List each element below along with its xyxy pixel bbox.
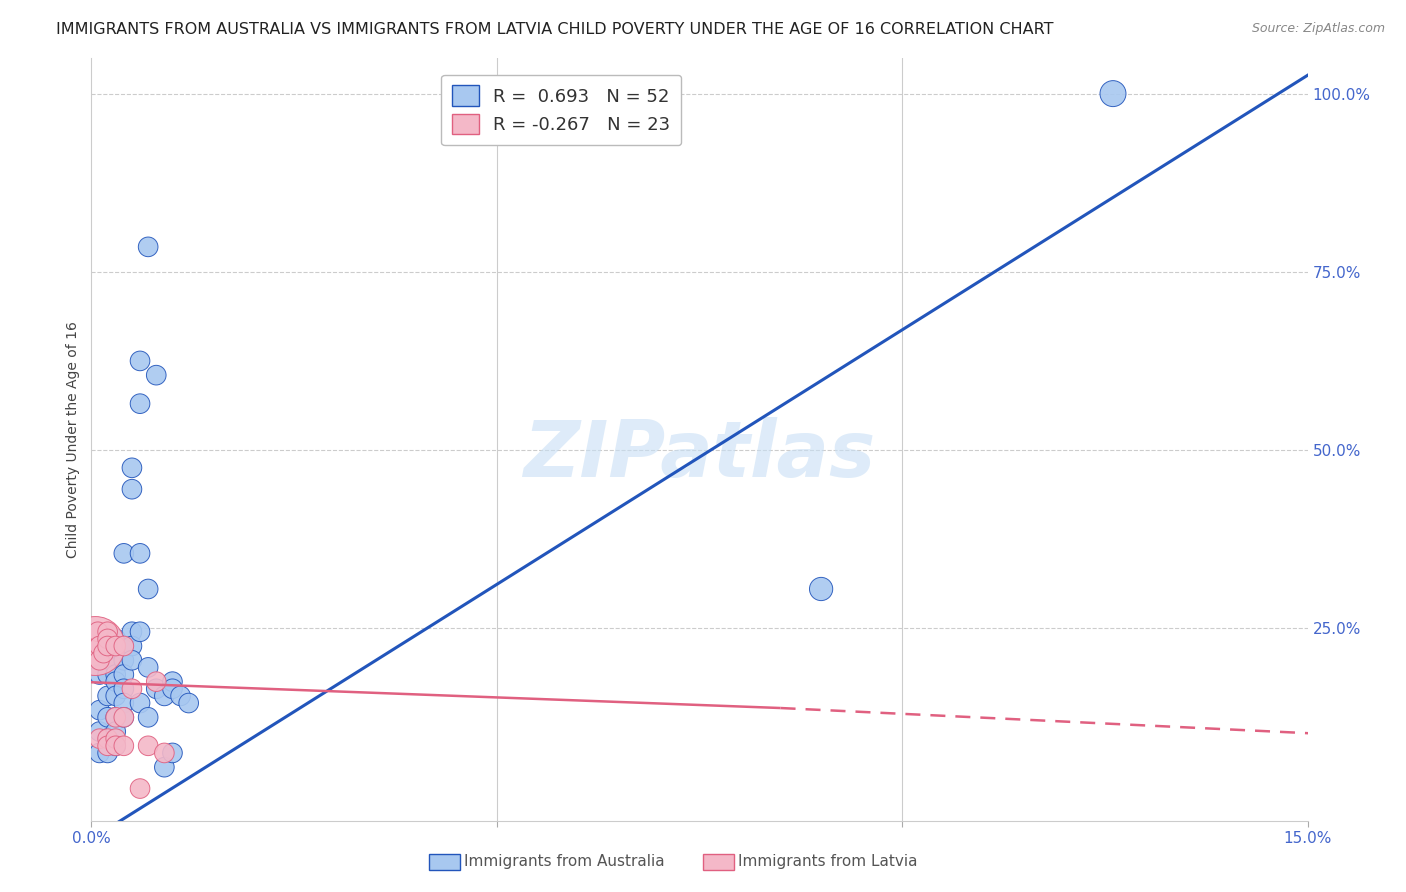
Text: Immigrants from Latvia: Immigrants from Latvia (738, 855, 918, 869)
Point (112, 667, 135, 681)
Point (129, 354, 152, 368)
Point (162, 674, 184, 689)
Point (112, 696, 135, 710)
Point (97, 639, 120, 653)
Point (104, 724, 127, 739)
Point (97, 731, 120, 746)
Point (104, 639, 127, 653)
Point (93, 646, 115, 660)
Point (145, 674, 167, 689)
Point (89, 667, 111, 681)
Point (112, 710, 135, 724)
Point (121, 653, 143, 667)
Point (89, 639, 111, 653)
Point (129, 624, 152, 639)
Point (177, 696, 200, 710)
Legend: R =  0.693   N = 52, R = -0.267   N = 23: R = 0.693 N = 52, R = -0.267 N = 23 (441, 75, 682, 145)
Y-axis label: Child Poverty Under the Age of 16: Child Poverty Under the Age of 16 (66, 321, 80, 558)
Point (89, 724, 111, 739)
Point (89, 746, 111, 760)
Text: Source: ZipAtlas.com: Source: ZipAtlas.com (1251, 22, 1385, 36)
Point (112, 739, 135, 753)
Point (121, 482, 143, 496)
Text: IMMIGRANTS FROM AUSTRALIA VS IMMIGRANTS FROM LATVIA CHILD POVERTY UNDER THE AGE : IMMIGRANTS FROM AUSTRALIA VS IMMIGRANTS … (56, 22, 1053, 37)
Point (104, 710, 127, 724)
Point (97, 689, 120, 703)
Point (97, 710, 120, 724)
Point (112, 639, 135, 653)
Point (104, 739, 127, 753)
Point (97, 746, 120, 760)
Point (112, 639, 135, 653)
Point (104, 731, 127, 746)
Point (136, 660, 159, 674)
Point (162, 681, 184, 696)
Point (112, 546, 135, 560)
Point (104, 660, 127, 674)
Point (112, 710, 135, 724)
Point (87, 624, 110, 639)
Text: Immigrants from Australia: Immigrants from Australia (464, 855, 665, 869)
Point (97, 639, 120, 653)
Point (112, 653, 135, 667)
Point (104, 646, 127, 660)
Point (153, 746, 176, 760)
Point (121, 460, 143, 475)
Point (129, 546, 152, 560)
Point (97, 667, 120, 681)
Point (104, 667, 127, 681)
Point (162, 746, 184, 760)
Point (145, 681, 167, 696)
Point (153, 689, 176, 703)
Point (136, 582, 159, 596)
Point (104, 674, 127, 689)
Point (97, 731, 120, 746)
Point (121, 639, 143, 653)
Point (136, 739, 159, 753)
Point (169, 689, 191, 703)
Point (97, 739, 120, 753)
Point (104, 739, 127, 753)
Point (104, 710, 127, 724)
Point (129, 781, 152, 796)
Point (89, 731, 111, 746)
Point (810, 582, 832, 596)
Point (112, 681, 135, 696)
Point (1102, 87, 1125, 101)
Point (129, 397, 152, 411)
Point (136, 710, 159, 724)
Point (104, 632, 127, 646)
Point (136, 240, 159, 254)
Point (97, 624, 120, 639)
Point (84, 639, 107, 653)
Text: ZIPatlas: ZIPatlas (523, 417, 876, 492)
Point (121, 624, 143, 639)
Point (153, 760, 176, 774)
Point (89, 653, 111, 667)
Point (145, 368, 167, 383)
Point (97, 632, 120, 646)
Point (97, 653, 120, 667)
Point (104, 689, 127, 703)
Point (89, 703, 111, 717)
Point (129, 696, 152, 710)
Point (121, 681, 143, 696)
